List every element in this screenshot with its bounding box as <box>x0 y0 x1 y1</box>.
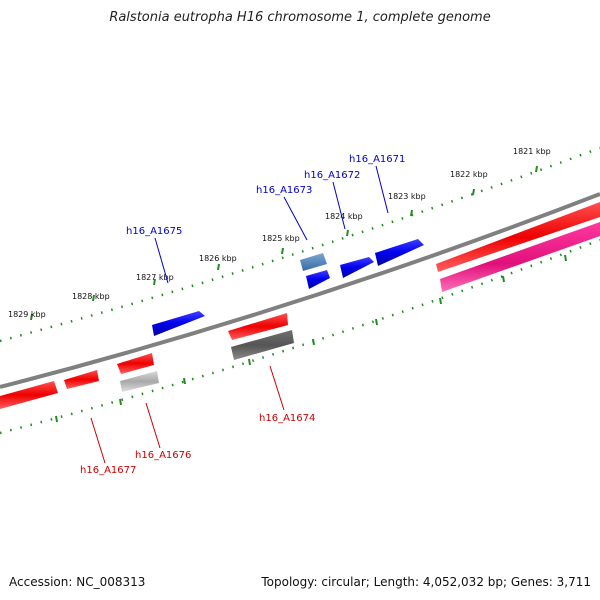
gene-label-h16_A1671[interactable]: h16_A1671 <box>349 154 405 165</box>
ruler-label: 1828 kbp <box>72 292 110 301</box>
gene-label-h16_A1675[interactable]: h16_A1675 <box>126 226 182 237</box>
gene-arrow-h16_A1671[interactable] <box>375 239 424 266</box>
gene-label-h16_A1677[interactable]: h16_A1677 <box>80 465 136 476</box>
inner-tick-ruler <box>0 238 600 435</box>
gene-arrow-h16_A1676[interactable] <box>117 353 154 374</box>
gene-label-h16_A1673[interactable]: h16_A1673 <box>256 185 312 196</box>
leader-h16_A1671 <box>375 165 389 214</box>
inner-major-ticks <box>55 254 567 423</box>
leader-h16_A1672 <box>332 181 346 230</box>
ruler-label: 1829 kbp <box>8 310 46 319</box>
accession-text: Accession: NC_008313 <box>9 575 146 589</box>
ruler-label: 1824 kbp <box>325 212 363 221</box>
gene-pseudo-light[interactable] <box>120 371 159 392</box>
leader-h16_A1675 <box>154 237 169 284</box>
gene-arrow-h16_A1675[interactable] <box>152 311 205 336</box>
gene-label-h16_A1672[interactable]: h16_A1672 <box>304 170 360 181</box>
gene-arrow-long-red[interactable] <box>436 202 600 272</box>
gene-arrow-h16_A1672[interactable] <box>340 257 374 278</box>
gene-bar-pink[interactable] <box>440 222 600 292</box>
ruler-label: 1826 kbp <box>199 254 237 263</box>
ruler-label: 1827 kbp <box>136 273 174 282</box>
gene-pseudo-dark[interactable] <box>231 330 294 360</box>
gene-arrow-h16_A1673[interactable] <box>306 270 330 289</box>
leader-h16_A1676 <box>145 402 161 449</box>
leader-h16_A1673 <box>283 196 308 241</box>
gene-label-h16_A1674[interactable]: h16_A1674 <box>259 413 315 424</box>
gene-block-steel[interactable] <box>300 253 327 271</box>
leader-h16_A1674 <box>269 365 285 411</box>
gene-label-h16_A1676[interactable]: h16_A1676 <box>135 450 191 461</box>
leader-h16_A1677 <box>90 417 106 464</box>
outer-major-ticks <box>30 165 538 321</box>
genome-summary-text: Topology: circular; Length: 4,052,032 bp… <box>261 575 591 589</box>
ruler-label: 1825 kbp <box>262 234 300 243</box>
ruler-label: 1823 kbp <box>388 192 426 201</box>
map-title: Ralstonia eutropha H16 chromosome 1, com… <box>109 10 491 25</box>
gene-arrow-left-red[interactable] <box>0 381 58 409</box>
ruler-label: 1822 kbp <box>450 170 488 179</box>
gene-arrow-h16_A1677[interactable] <box>64 370 99 389</box>
chromosome-backbone <box>0 192 600 389</box>
gene-arrow-h16_A1674[interactable] <box>228 313 288 340</box>
ruler-label: 1821 kbp <box>513 147 551 156</box>
